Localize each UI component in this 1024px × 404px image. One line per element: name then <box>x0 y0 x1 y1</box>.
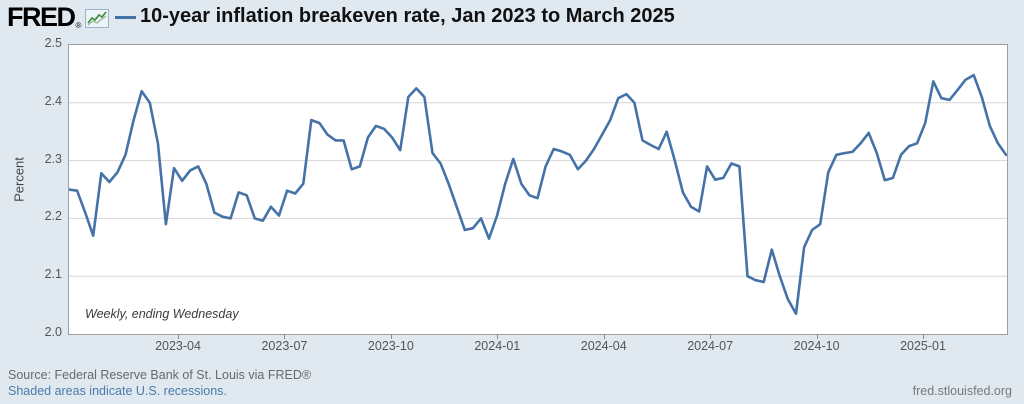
x-tick-mark <box>710 334 712 339</box>
chart-title: 10-year inflation breakeven rate, Jan 20… <box>140 5 675 27</box>
y-tick-label: 2.1 <box>44 267 62 282</box>
x-tick-mark <box>923 334 924 339</box>
y-tick-label: 2.2 <box>44 209 62 224</box>
site-link: fred.stlouisfed.org <box>912 384 1012 398</box>
x-tick-label: 2024-07 <box>687 339 734 353</box>
recessions-link[interactable]: Shaded areas indicate U.S. recessions. <box>8 384 227 398</box>
fred-logo[interactable]: FRED ® <box>7 2 110 32</box>
x-tick-label: 2024-10 <box>793 339 840 353</box>
x-tick-label: 2023-10 <box>367 339 414 353</box>
chart-svg <box>69 73 1007 316</box>
x-tick-mark <box>178 334 179 339</box>
x-tick-mark <box>603 334 605 339</box>
x-tick-mark <box>816 334 818 339</box>
x-tick-mark <box>390 334 392 339</box>
x-tick-label: 2023-04 <box>155 339 201 353</box>
y-tick-label: 2.0 <box>44 325 62 339</box>
y-tick-label: 2.4 <box>44 93 62 108</box>
x-tick-mark <box>497 334 499 339</box>
x-tick-label: 2024-04 <box>580 339 627 353</box>
plot-area[interactable]: Weekly, ending Wednesday <box>68 44 1008 335</box>
series-line <box>69 73 1007 316</box>
sparkline-icon <box>85 9 110 28</box>
registered-mark-icon: ® <box>75 21 82 30</box>
series-legend-line <box>115 16 136 19</box>
x-tick-label: 2025-01 <box>900 339 946 353</box>
x-tick-mark <box>284 334 286 339</box>
x-tick-label: 2024-01 <box>474 339 521 353</box>
source-text: Source: Federal Reserve Bank of St. Loui… <box>8 368 312 382</box>
x-tick-label: 2023-07 <box>261 339 308 353</box>
y-tick-label: 2.5 <box>44 36 62 50</box>
y-tick-label: 2.3 <box>44 151 62 166</box>
frequency-note: Weekly, ending Wednesday <box>85 307 239 321</box>
fred-logo-text: FRED <box>7 2 76 32</box>
